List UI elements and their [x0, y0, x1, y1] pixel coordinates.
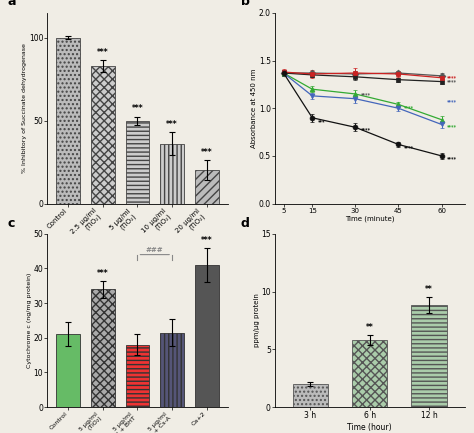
- Text: ****: ****: [404, 145, 414, 150]
- Text: **: **: [366, 323, 374, 332]
- Y-axis label: ppm/μg protein: ppm/μg protein: [254, 294, 260, 347]
- Bar: [91, 289, 115, 407]
- Bar: [56, 334, 80, 407]
- X-axis label: Time (hour): Time (hour): [347, 423, 392, 432]
- Text: a: a: [8, 0, 16, 8]
- Text: ****: ****: [447, 124, 457, 129]
- Text: ****: ****: [361, 92, 371, 97]
- Y-axis label: % Inhibitory of Succinate dehydrogenase: % Inhibitory of Succinate dehydrogenase: [22, 43, 27, 173]
- Text: ###: ###: [146, 247, 164, 253]
- Text: ***: ***: [97, 269, 109, 278]
- Bar: [292, 384, 328, 407]
- Legend: Control, 2.5 μg/ml, 10 μg/ml, 20 μg/ml, 10 μg/ml + 5μM CA., 50μM Ca+2: Control, 2.5 μg/ml, 10 μg/ml, 20 μg/ml, …: [357, 248, 465, 271]
- Bar: [160, 333, 184, 407]
- Y-axis label: Cytochrome c (ng/mg protein): Cytochrome c (ng/mg protein): [27, 273, 32, 368]
- Text: d: d: [241, 217, 250, 230]
- Bar: [126, 121, 149, 204]
- Text: b: b: [241, 0, 250, 8]
- Text: ****: ****: [447, 99, 457, 104]
- Bar: [411, 305, 447, 407]
- Text: ****: ****: [447, 156, 457, 161]
- X-axis label: Time (minute): Time (minute): [345, 215, 394, 222]
- Bar: [160, 144, 184, 204]
- Text: ***: ***: [201, 148, 212, 157]
- Text: ****: ****: [361, 127, 371, 132]
- Bar: [91, 66, 115, 204]
- Bar: [56, 38, 80, 204]
- Text: ****: ****: [447, 79, 457, 84]
- Text: ***: ***: [318, 119, 326, 124]
- Text: ***: ***: [132, 104, 143, 113]
- Y-axis label: Absorbance at 450 nm: Absorbance at 450 nm: [251, 68, 257, 148]
- Text: c: c: [8, 217, 15, 230]
- Text: ****: ****: [404, 105, 414, 110]
- Bar: [352, 340, 387, 407]
- Text: ***: ***: [201, 236, 212, 245]
- Bar: [195, 170, 219, 204]
- Text: ***: ***: [97, 48, 109, 57]
- Bar: [126, 345, 149, 407]
- Text: ***: ***: [166, 120, 178, 129]
- Bar: [195, 265, 219, 407]
- Text: ****: ****: [447, 75, 457, 80]
- Text: **: **: [425, 285, 433, 294]
